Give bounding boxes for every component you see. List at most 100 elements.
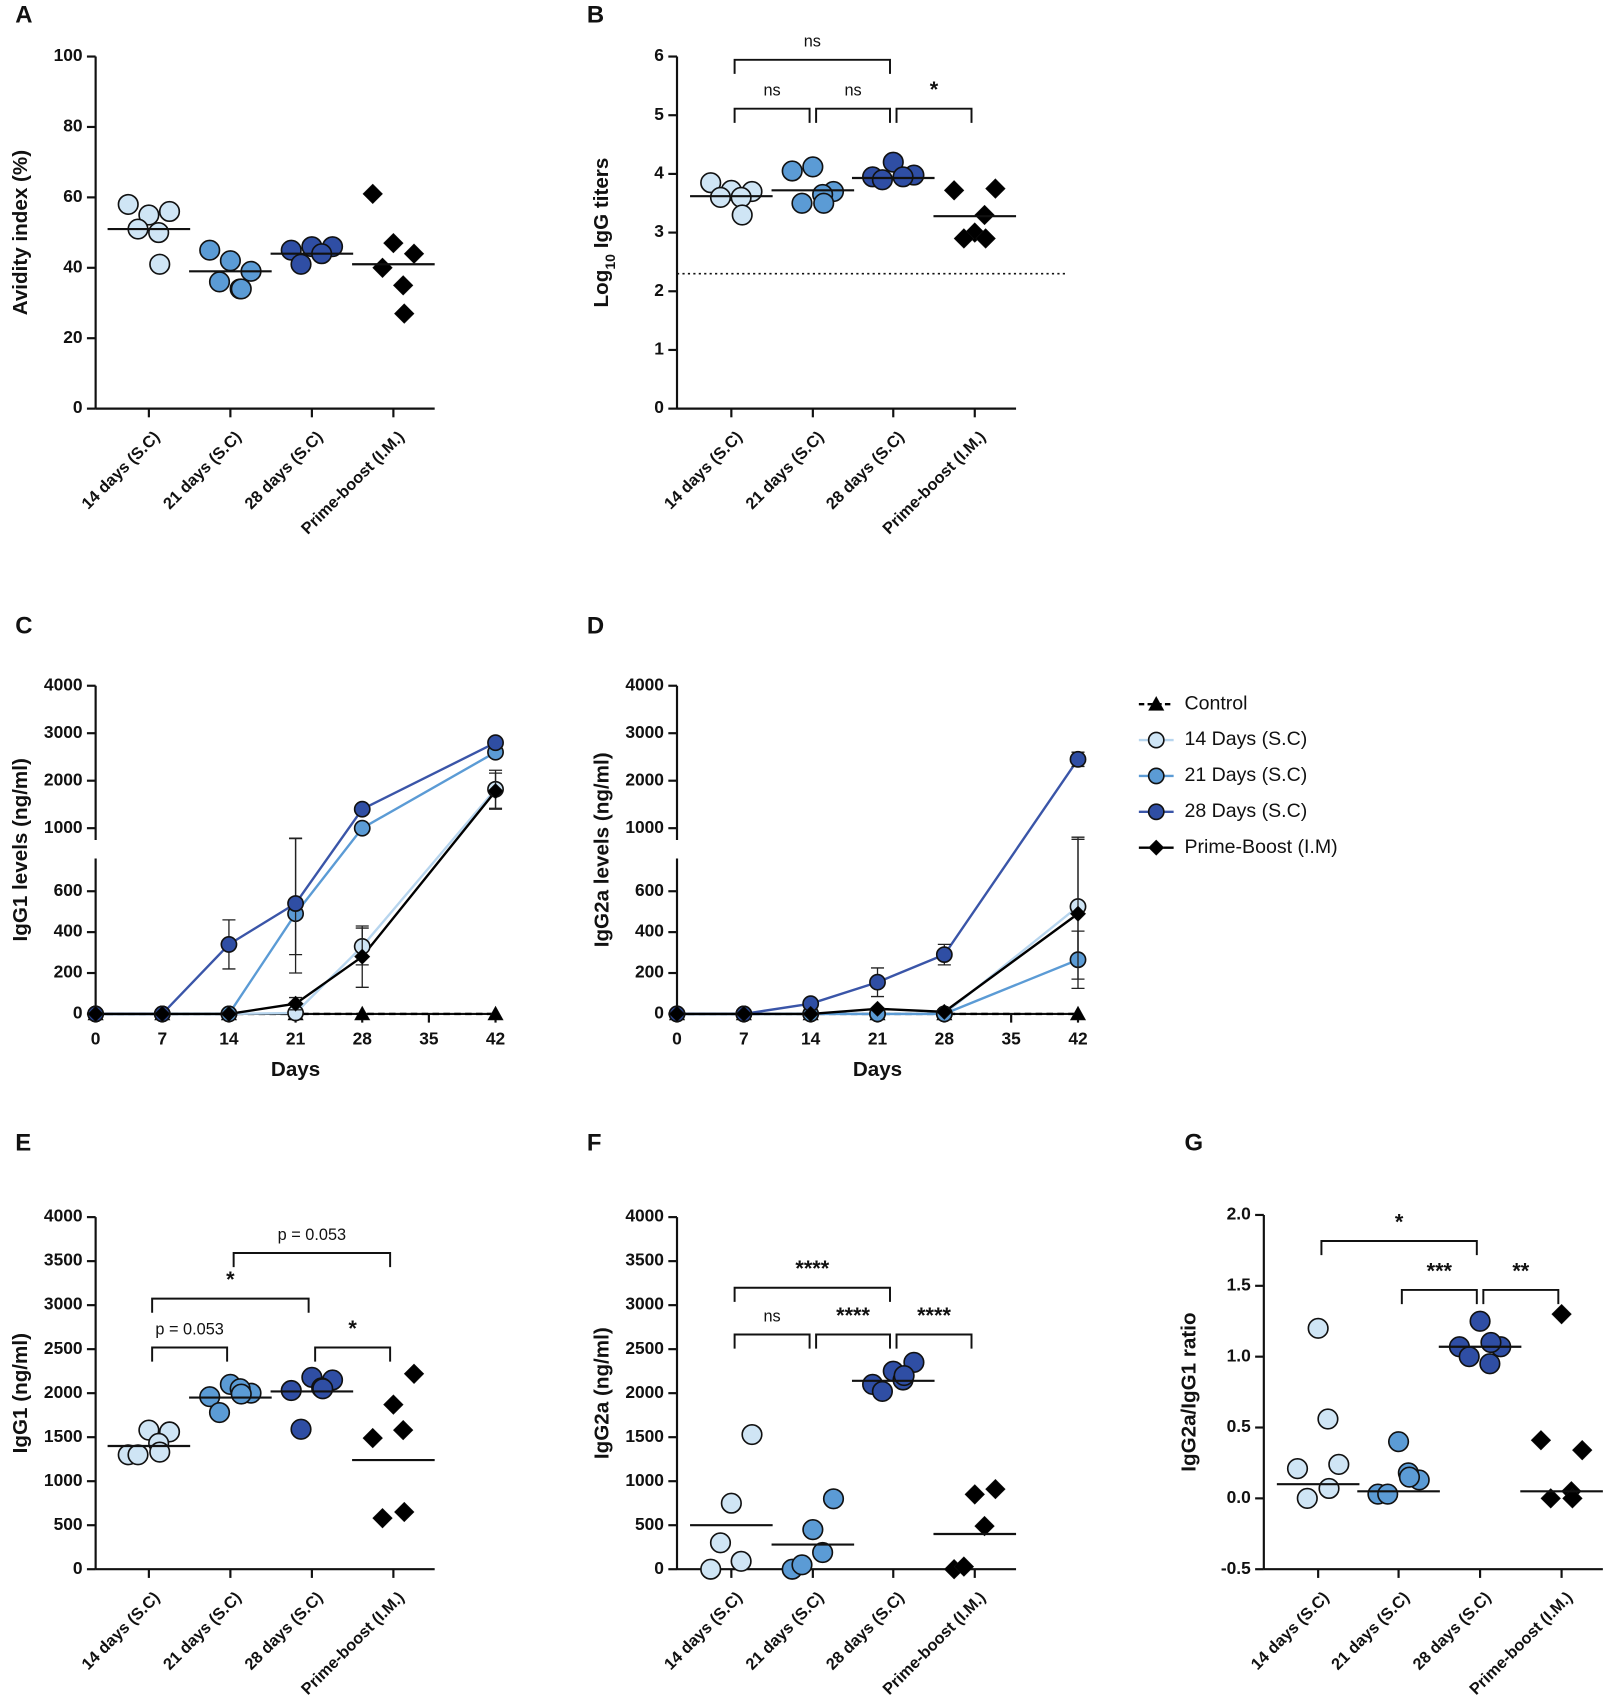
y-tick-label: 1 [654,339,664,359]
data-point [353,819,371,837]
significance-bracket [1320,1240,1478,1256]
data-point [1296,1487,1318,1509]
y-tick-label: 1000 [44,817,83,837]
data-point [1480,1331,1502,1354]
y-tick-label: 1000 [625,1470,664,1490]
data-point [822,1488,845,1510]
significance-bracket [1400,1288,1478,1305]
panel-label: F [587,1130,602,1157]
y-tick-label: 20 [63,327,82,347]
data-point [791,1554,813,1576]
data-point [893,1364,915,1387]
legend-label: 14 Days (S.C) [1184,728,1307,750]
significance-label: ns [804,33,821,51]
y-tick-label: 500 [54,1514,83,1534]
significance-label: p = 0.053 [155,1320,223,1338]
data-point [392,275,414,296]
data-point [720,1492,742,1514]
data-point [935,946,953,964]
significance-label: ** [1512,1258,1529,1283]
legend-label: Control [1184,692,1247,714]
data-point [1530,1430,1552,1451]
x-tick-label: 21 days (S.C) [1328,1588,1413,1673]
data-point [709,1532,732,1554]
y-tick-label: 500 [635,1514,664,1534]
legend-label: 21 Days (S.C) [1184,764,1307,786]
y-tick-label: 200 [635,962,664,982]
x-tick-label: 42 [1068,1029,1087,1049]
data-point [353,800,371,818]
x-tick-label: 21 [868,1029,888,1049]
x-axis-label: Days [271,1058,320,1081]
data-point [149,253,171,275]
data-point [219,250,241,272]
data-point [487,1005,504,1021]
data-point [290,1418,312,1440]
data-point [741,1423,763,1446]
data-point [148,221,170,244]
panel-label: C [15,612,32,639]
data-point [871,1380,893,1403]
significance-label: * [1395,1209,1404,1234]
y-tick-label: -0.5 [1221,1558,1251,1578]
significance-bracket [733,1286,891,1302]
significance-bracket [895,1333,973,1349]
significance-label: p = 0.053 [278,1226,346,1244]
y-tick-label: 2000 [625,1382,664,1402]
series-line [95,790,497,1016]
data-point [87,1005,104,1022]
data-point [487,734,504,752]
y-tick-label: 1000 [44,1470,83,1490]
data-point [403,1363,425,1384]
x-tick-label: 14 days (S.C) [78,1588,163,1673]
y-tick-label: 1500 [625,1426,664,1446]
y-tick-label: 0 [654,1003,664,1023]
data-point [871,169,893,191]
data-point [669,1005,686,1022]
data-point [943,180,965,201]
data-point [372,257,393,278]
significance-bracket [151,1346,229,1362]
data-point [869,973,886,991]
x-tick-label: 42 [486,1029,505,1049]
data-point [394,1501,415,1523]
significance-label: * [348,1316,357,1341]
x-tick-label: 14 days (S.C) [78,428,163,513]
y-tick-label: 2000 [625,769,664,789]
x-tick-label: 14 days (S.C) [661,1588,746,1673]
significance-label: *** [1427,1258,1453,1283]
data-point [1572,1440,1593,1461]
significance-bracket [733,58,891,74]
data-point [882,151,904,173]
y-axis-label-part: Log [591,270,614,308]
data-point [731,204,753,226]
y-tick-label: 4000 [625,1206,664,1226]
data-point [781,160,803,182]
y-axis-label: IgG1 (ng/ml) [9,1333,32,1453]
data-point [964,1484,985,1505]
legend-marker [1148,839,1165,856]
data-point [154,1005,171,1022]
significance-label: **** [836,1303,870,1328]
panel-label: G [1184,1130,1203,1157]
x-tick-label: 14 [219,1029,239,1049]
panel-label: A [15,2,32,29]
data-point [812,1541,834,1564]
y-tick-label: 3 [654,221,664,241]
x-tick-label: 28 [353,1029,373,1049]
significance-bracket [815,107,891,123]
y-tick-label: 1.5 [1227,1274,1251,1294]
y-tick-label: 0 [73,1558,83,1578]
y-tick-label: 600 [54,880,83,900]
y-tick-label: 6 [654,45,664,65]
x-tick-label: 28 days (S.C) [241,428,326,513]
significance-label: ns [763,82,780,100]
data-point [1069,750,1087,768]
data-point [974,204,995,226]
y-tick-label: 80 [63,116,82,136]
data-point [394,303,415,324]
significance-bracket [1482,1288,1560,1305]
y-tick-label: 60 [63,186,82,206]
data-point [1070,905,1086,922]
x-axis-label: Days [853,1058,902,1081]
